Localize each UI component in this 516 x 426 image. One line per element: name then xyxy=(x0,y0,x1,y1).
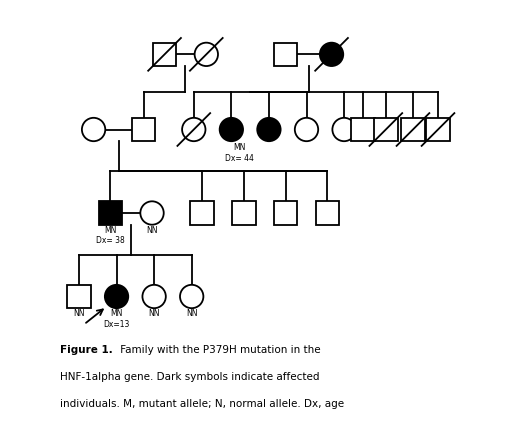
Text: MN
Dx=13: MN Dx=13 xyxy=(103,309,130,329)
Text: Figure 1.: Figure 1. xyxy=(60,345,113,354)
Bar xyxy=(316,201,339,225)
Bar xyxy=(190,201,214,225)
Circle shape xyxy=(295,118,318,141)
Circle shape xyxy=(180,285,203,308)
Bar xyxy=(132,118,155,141)
Text: MN
Dx= 38: MN Dx= 38 xyxy=(96,226,125,245)
Circle shape xyxy=(332,118,356,141)
Circle shape xyxy=(257,118,281,141)
Bar xyxy=(99,201,122,225)
Text: individuals. M, mutant allele; N, normal allele. Dx, age: individuals. M, mutant allele; N, normal… xyxy=(60,399,344,409)
Circle shape xyxy=(220,118,243,141)
Text: Family with the P379H mutation in the: Family with the P379H mutation in the xyxy=(117,345,320,354)
Circle shape xyxy=(82,118,105,141)
Bar xyxy=(153,43,176,66)
Text: NN: NN xyxy=(73,309,85,319)
Bar xyxy=(274,43,297,66)
Circle shape xyxy=(140,201,164,225)
Text: NN: NN xyxy=(149,309,160,319)
Bar xyxy=(401,118,425,141)
Text: HNF-1alpha gene. Dark symbols indicate affected: HNF-1alpha gene. Dark symbols indicate a… xyxy=(60,371,320,382)
Circle shape xyxy=(320,43,343,66)
Circle shape xyxy=(105,285,128,308)
Bar xyxy=(426,118,450,141)
Text: MN
Dx= 44: MN Dx= 44 xyxy=(225,143,254,163)
Bar xyxy=(232,201,255,225)
Text: NN: NN xyxy=(186,309,198,319)
Circle shape xyxy=(195,43,218,66)
Bar xyxy=(374,118,397,141)
Circle shape xyxy=(142,285,166,308)
Circle shape xyxy=(182,118,205,141)
Text: NN: NN xyxy=(146,226,158,235)
Bar xyxy=(67,285,91,308)
Bar xyxy=(274,201,297,225)
Bar xyxy=(351,118,375,141)
